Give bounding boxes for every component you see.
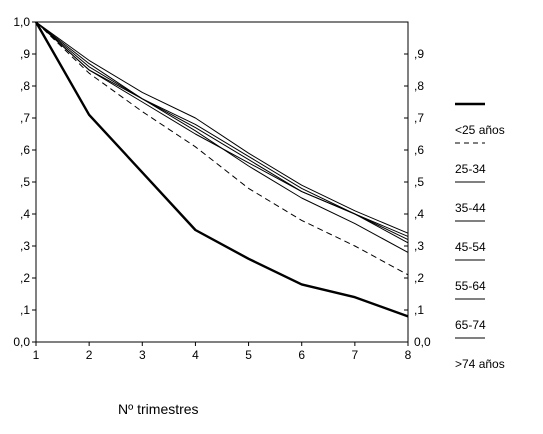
left-y-tick-label: ,5: [20, 175, 30, 189]
x-tick-label: 5: [245, 348, 252, 362]
left-y-tick-label: ,7: [20, 111, 30, 125]
right-y-tick-label: ,1: [414, 303, 424, 317]
series-line-3: [35, 21, 409, 253]
left-y-tick-label: ,1: [20, 303, 30, 317]
series-line-7: [35, 21, 409, 241]
x-tick-label: 1: [33, 348, 40, 362]
x-tick-label: 7: [352, 348, 359, 362]
legend-label: <25 años: [455, 123, 505, 137]
x-tick-label: 2: [86, 348, 93, 362]
left-y-tick-label: ,9: [20, 47, 30, 61]
left-y-tick-label: 1,0: [13, 15, 30, 29]
legend-label: 65-74: [455, 318, 486, 332]
series-line-5: [35, 21, 409, 237]
right-y-tick-label: 0,0: [414, 335, 431, 349]
plot-frame: [35, 21, 409, 343]
right-y-tick-label: ,9: [414, 47, 424, 61]
right-y-tick-label: ,7: [414, 111, 424, 125]
x-axis-title: Nº trimestres: [118, 401, 199, 417]
series-line-1: [34, 21, 409, 318]
left-y-tick-label: ,2: [20, 271, 30, 285]
right-y-tick-label: ,2: [414, 271, 424, 285]
right-y-axis: 0,0 ,1 ,2 ,3 ,4 ,5 ,6 ,7 ,8 ,9: [404, 47, 431, 349]
right-y-tick-label: ,6: [414, 143, 424, 157]
left-y-tick-label: ,6: [20, 143, 30, 157]
legend-label: 45-54: [455, 240, 486, 254]
series-lines: [34, 21, 409, 318]
legend-label: 55-64: [455, 279, 486, 293]
legend-label: >74 años: [455, 357, 505, 371]
left-y-axis: 0,0 ,1 ,2 ,3 ,4 ,5 ,6 ,7 ,8 ,9 1,0: [13, 15, 36, 349]
legend-label: 35-44: [455, 201, 486, 215]
legend: <25 años 25-34 35-44 45-54 55-64 65-74 >74 año…: [455, 102, 505, 371]
right-y-tick-label: ,8: [414, 79, 424, 93]
left-y-tick-label: ,4: [20, 207, 30, 221]
legend-label: 25-34: [455, 162, 486, 176]
left-y-tick-label: 0,0: [13, 335, 30, 349]
right-y-tick-label: ,5: [414, 175, 424, 189]
series-line-2: [35, 21, 409, 276]
right-y-tick-label: ,4: [414, 207, 424, 221]
series-line-6: [35, 21, 409, 234]
x-tick-label: 6: [298, 348, 305, 362]
left-y-tick-label: ,8: [20, 79, 30, 93]
x-tick-label: 4: [192, 348, 199, 362]
left-y-tick-label: ,3: [20, 239, 30, 253]
x-tick-label: 8: [405, 348, 412, 362]
x-axis: 1 2 3 4 5 6 7 8: [33, 342, 412, 362]
x-tick-label: 3: [139, 348, 146, 362]
right-y-tick-label: ,3: [414, 239, 424, 253]
